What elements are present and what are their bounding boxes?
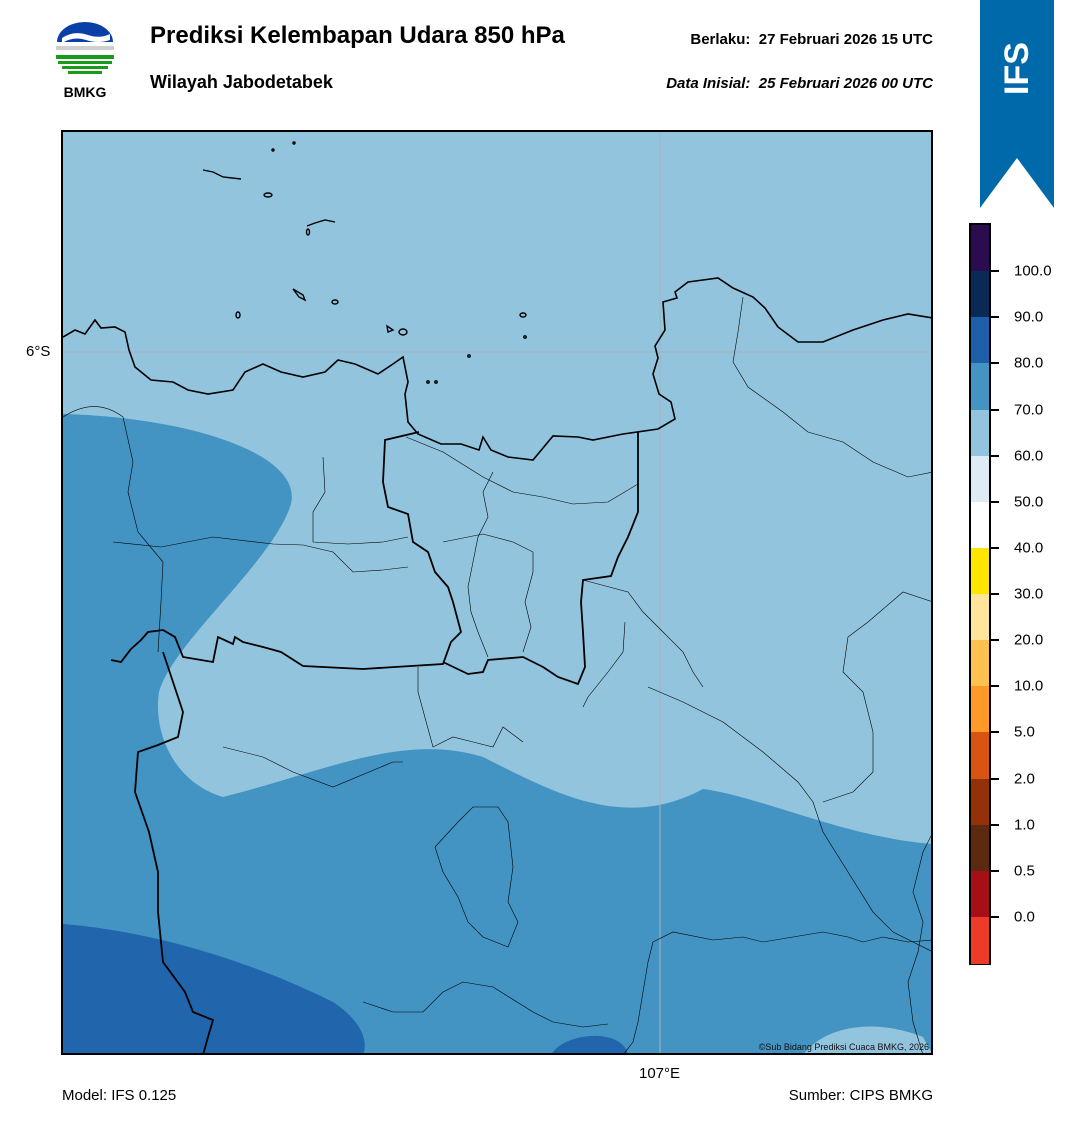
init-label: Data Inisial: [666,75,751,92]
colorbar-segment [971,824,989,872]
colorbar-tick-label: 1.0 [1014,816,1035,834]
humidity-region-80-90 [63,924,365,1053]
humidity-region-60-70-bottom [804,1026,931,1053]
colorbar-tick [991,685,999,688]
colorbar-segment [971,778,989,826]
islands [202,141,527,384]
colorbar-tick [991,593,999,595]
source-label: Sumber: CIPS BMKG [788,1087,933,1104]
colorbar-tick-label: 100.0 [1014,262,1052,280]
colorbar-tick [991,500,999,503]
colorbar-tick [991,823,999,826]
latitude-label: 6°S [26,343,51,360]
valid-value: 27 Februari 2026 15 UTC [758,31,933,48]
colorbar-tick-label: 70.0 [1014,401,1044,418]
longitude-label: 107°E [639,1065,681,1082]
colorbar-segment [971,317,989,364]
colorbar-tick [991,270,999,273]
ribbon-shape [980,0,1054,208]
logo-text: BMKG [63,84,107,100]
colorbar-tick-label: 20.0 [1014,631,1044,649]
colorbar-segment [971,363,989,410]
colorbar-tick [991,639,999,642]
valid-time: Berlaku: 27 Februari 2026 15 UTC [690,31,933,48]
colorbar-segment [971,870,989,918]
colorbar-segment [971,686,989,733]
colorbar-tick-label: 80.0 [1014,354,1044,372]
colorbar-tick-label: 5.0 [1014,723,1035,741]
colorbar-tick [991,731,999,734]
colorbar-segment [971,594,989,641]
colorbar-segment [971,640,989,687]
colorbar-tick-label: 10.0 [1014,677,1044,695]
coastline [63,277,931,461]
region-subtitle: Wilayah Jabodetabek [150,72,333,92]
colorbar-tick [991,869,999,872]
colorbar-tick [991,454,999,457]
colorbar-segment [971,501,989,549]
page-title: Prediksi Kelembapan Udara 850 hPa [150,22,565,49]
province-borders [110,431,639,1053]
map-canvas [63,132,931,1053]
colorbar-segment [971,409,989,457]
init-time: Data Inisial: 25 Februari 2026 00 UTC [666,75,933,92]
bmkg-emblem-icon [56,22,114,74]
district-borders [63,296,931,1053]
colorbar-tick [991,777,999,780]
colorbar-segment [971,225,989,272]
colorbar-tick [991,546,999,549]
humidity-map: ©Sub Bidang Prediksi Cuaca BMKG, 2026 [61,130,933,1055]
colorbar-segment [971,271,989,318]
ribbon-text: IFS [997,41,1036,95]
colorbar-tick [991,316,999,319]
map-copyright: ©Sub Bidang Prediksi Cuaca BMKG, 2026 [758,1042,929,1052]
colorbar-segment [971,455,989,503]
colorbar-tick-label: 60.0 [1014,447,1044,465]
colorbar-tick-label: 0.0 [1014,908,1035,926]
ifs-ribbon-label: IFS [980,38,1054,98]
humidity-region-80-90-small [552,1035,628,1053]
colorbar-tick-label: 30.0 [1014,585,1044,603]
colorbar-tick-label: 0.5 [1014,862,1035,880]
humidity-region-70-80 [63,414,931,1053]
colorbar-tick [991,915,999,918]
colorbar-tick-label: 40.0 [1014,539,1044,557]
valid-label: Berlaku: [690,31,751,48]
colorbar-tick-label: 90.0 [1014,308,1044,326]
colorbar-tick [991,362,999,365]
bmkg-logo: BMKG [52,20,118,102]
colorbar-segment [971,547,989,595]
colorbar-tick [991,408,999,411]
colorbar-segment [971,732,989,779]
init-value: 25 Februari 2026 00 UTC [758,75,933,92]
model-label: Model: IFS 0.125 [62,1087,177,1104]
colorbar-tick-label: 50.0 [1014,493,1044,511]
humidity-colorbar [969,223,991,965]
colorbar-segment [971,916,989,964]
ifs-ribbon [980,0,1054,208]
colorbar-tick-label: 2.0 [1014,770,1035,787]
